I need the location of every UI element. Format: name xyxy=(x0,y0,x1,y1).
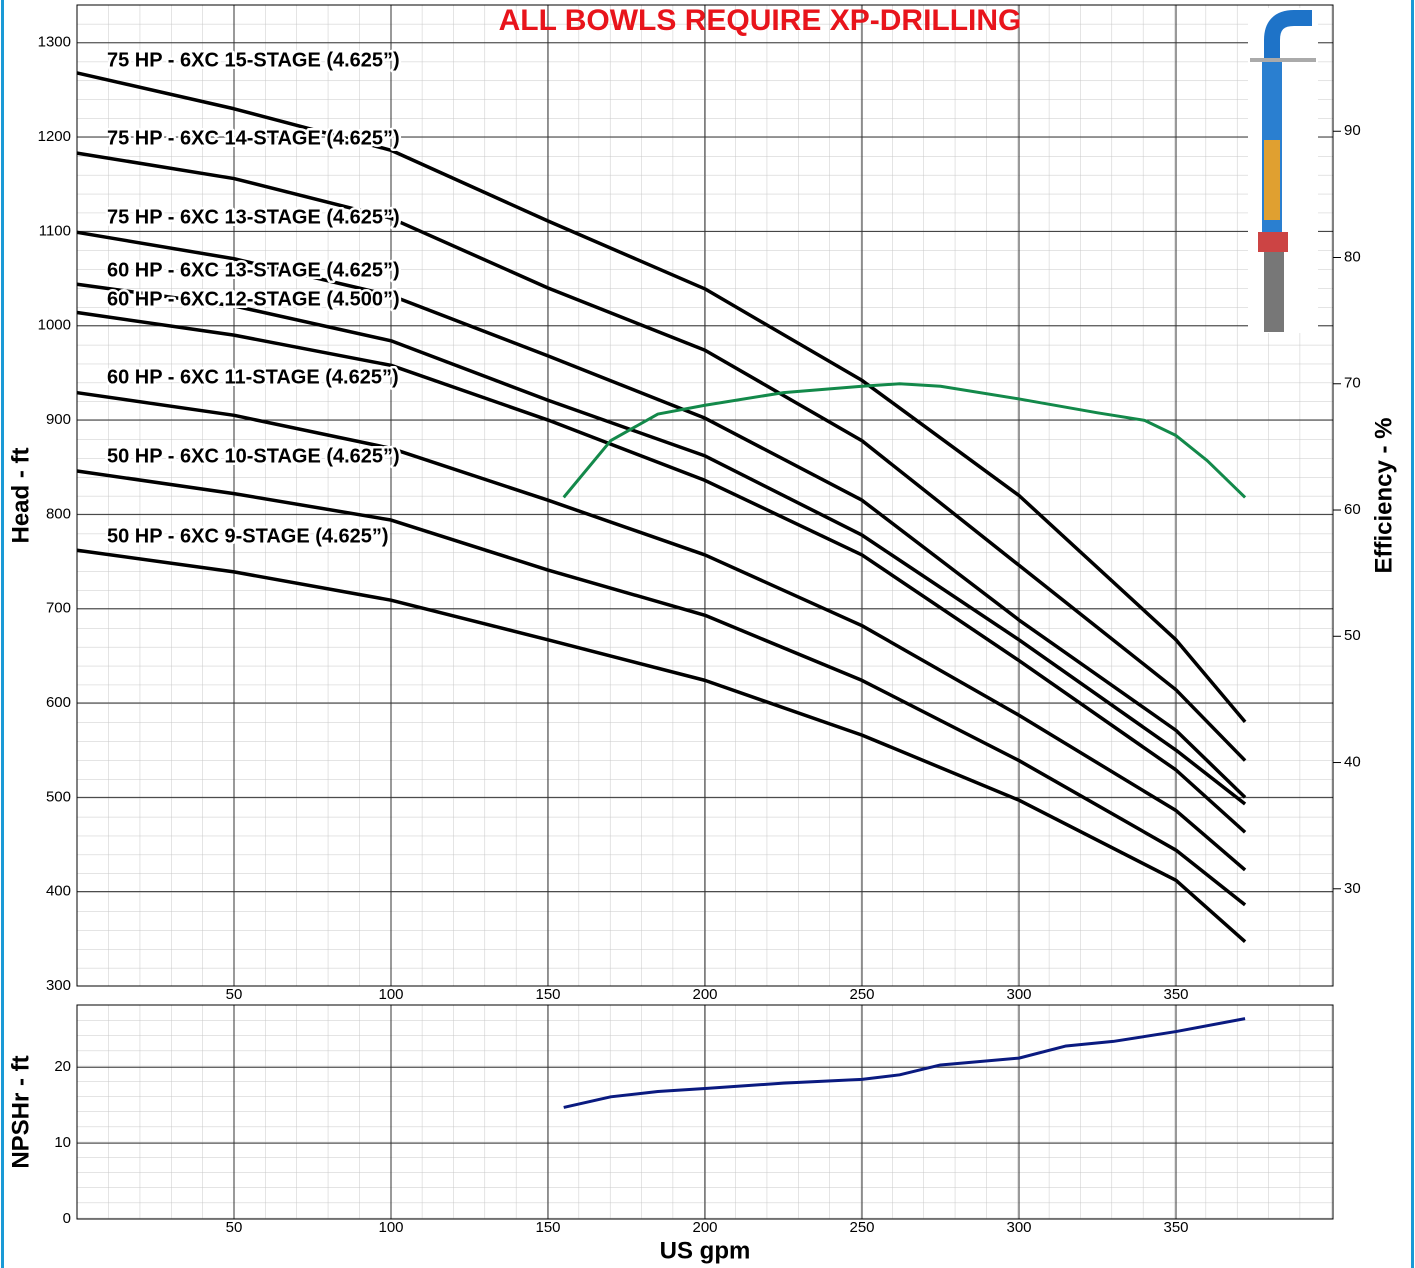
x-tick-label: 150 xyxy=(535,1219,560,1236)
x-tick-label: 250 xyxy=(849,986,874,1003)
y-tick-label: 600 xyxy=(46,694,71,711)
x-tick-label: 50 xyxy=(226,1219,243,1236)
y2-tick-label: 90 xyxy=(1344,122,1361,139)
pump-discharge xyxy=(1264,9,1312,120)
y2-axis-title: Efficiency - % xyxy=(1370,417,1397,573)
curve-label: 75 HP - 6XC 14-STAGE (4.625”) xyxy=(107,127,400,149)
y2-tick-label: 50 xyxy=(1344,627,1361,644)
curve-label: 50 HP - 6XC 10-STAGE (4.625”) xyxy=(107,445,400,467)
x-tick-label: 350 xyxy=(1163,986,1188,1003)
plot-frame xyxy=(76,4,1334,987)
pump-flange xyxy=(1250,58,1316,62)
data-line xyxy=(76,390,1247,872)
y-tick-label: 1200 xyxy=(38,128,71,145)
data-line xyxy=(563,1017,1246,1109)
data-line xyxy=(76,310,1247,834)
y-tick-label: 0 xyxy=(63,1210,71,1227)
curve-label: 60 HP - 6XC 12-STAGE (4.500”) xyxy=(107,288,400,310)
x-tick-label: 150 xyxy=(535,986,560,1003)
x-axis-title: US gpm xyxy=(660,1237,751,1264)
curve-label: 60 HP - 6XC 11-STAGE (4.625”) xyxy=(107,366,399,388)
x-tick-label: 350 xyxy=(1163,1219,1188,1236)
pump-intake xyxy=(1258,232,1288,252)
y-tick-label: 10 xyxy=(54,1134,71,1151)
y-tick-label: 300 xyxy=(46,977,71,994)
y2-tick-label: 70 xyxy=(1344,375,1361,392)
x-tick-label: 100 xyxy=(378,1219,403,1236)
x-tick-label: 300 xyxy=(1006,986,1031,1003)
y2-tick-label: 80 xyxy=(1344,248,1361,265)
y-axis-title: Head - ft xyxy=(7,447,34,543)
efficiency-line xyxy=(562,382,1247,499)
pump-bowls xyxy=(1264,140,1280,220)
y-tick-label: 800 xyxy=(46,505,71,522)
y-axis-title: NPSHr - ft xyxy=(7,1055,34,1168)
data-line xyxy=(76,71,1247,724)
y2-tick-label: 40 xyxy=(1344,753,1361,770)
page-border-left xyxy=(1,0,4,1268)
y-tick-label: 1300 xyxy=(38,34,71,51)
data-line xyxy=(76,230,1247,799)
y-tick-label: 400 xyxy=(46,883,71,900)
x-tick-label: 100 xyxy=(378,986,403,1003)
pump-illustration xyxy=(1248,8,1318,333)
chart-title: ALL BOWLS REQUIRE XP-DRILLING xyxy=(499,4,1022,37)
data-line xyxy=(76,548,1247,943)
plot-frame xyxy=(76,1004,1334,1220)
curve-label: 75 HP - 6XC 15-STAGE (4.625”) xyxy=(107,49,400,71)
y2-tick-label: 30 xyxy=(1344,880,1361,897)
x-tick-label: 200 xyxy=(692,1219,717,1236)
y-tick-label: 500 xyxy=(46,788,71,805)
x-tick-label: 50 xyxy=(226,986,243,1003)
data-line xyxy=(76,469,1247,907)
y-tick-label: 1000 xyxy=(38,317,71,334)
curve-label: 60 HP - 6XC 13-STAGE (4.625”) xyxy=(107,259,400,281)
y2-tick-label: 60 xyxy=(1344,501,1361,518)
curve-label: 75 HP - 6XC 13-STAGE (4.625”) xyxy=(107,206,400,228)
y-tick-label: 20 xyxy=(54,1058,71,1075)
y-tick-label: 1100 xyxy=(39,222,71,239)
y-tick-label: 900 xyxy=(46,411,71,428)
pump-motor xyxy=(1264,252,1284,332)
curve-label: 50 HP - 6XC 9-STAGE (4.625”) xyxy=(107,525,389,547)
data-line xyxy=(76,282,1247,806)
x-tick-label: 200 xyxy=(692,986,717,1003)
x-tick-label: 300 xyxy=(1006,1219,1031,1236)
y-tick-label: 700 xyxy=(46,600,71,617)
data-line xyxy=(76,151,1247,762)
page-border-right xyxy=(1411,0,1414,1268)
x-tick-label: 250 xyxy=(849,1219,874,1236)
